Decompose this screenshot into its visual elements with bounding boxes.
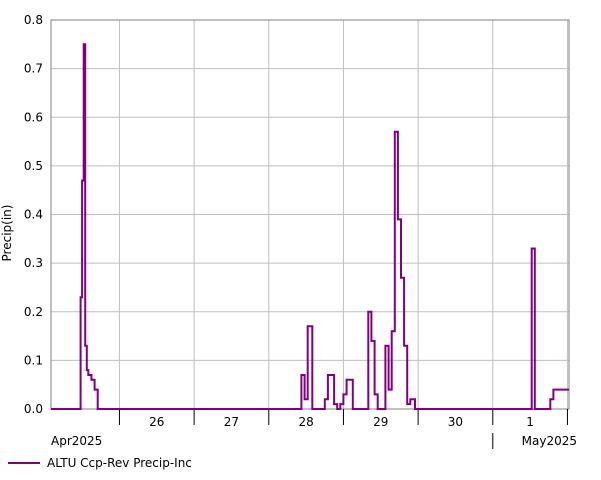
plot-frame [50, 19, 570, 410]
month-label: May2025 [522, 434, 577, 448]
y-tick-label: 0.5 [24, 159, 43, 173]
y-tick-label: 0.3 [24, 256, 43, 270]
legend: ALTU Ccp-Rev Precip-Inc [8, 456, 192, 470]
x-tick-label: 30 [448, 415, 463, 429]
y-tick-labels: 0.0 0.1 0.2 0.3 0.4 0.5 0.6 0.7 0.8 [24, 13, 43, 416]
grid [51, 19, 569, 410]
legend-label: ALTU Ccp-Rev Precip-Inc [47, 456, 192, 470]
x-tick-label: 29 [373, 415, 388, 429]
y-tick-label: 0.2 [24, 305, 43, 319]
legend-swatch [8, 462, 40, 464]
y-tick-label: 0.4 [24, 208, 43, 222]
x-tick-label: 1 [526, 415, 534, 429]
y-tick-label: 0.6 [24, 110, 43, 124]
y-tick-label: 0.0 [24, 402, 43, 416]
y-tick-label: 0.8 [24, 13, 43, 27]
y-tick-label: 0.7 [24, 62, 43, 76]
x-tick-label: 26 [149, 415, 164, 429]
month-label: Apr2025 [51, 434, 102, 448]
series-line [51, 43, 569, 410]
x-tick-label: 27 [224, 415, 239, 429]
y-tick-label: 0.1 [24, 353, 43, 367]
y-axis-label: Precip(in) [0, 205, 14, 262]
x-axis: 26 27 28 29 30 1 Apr2025 May2025 [51, 409, 577, 449]
x-tick-label: 28 [298, 415, 313, 429]
